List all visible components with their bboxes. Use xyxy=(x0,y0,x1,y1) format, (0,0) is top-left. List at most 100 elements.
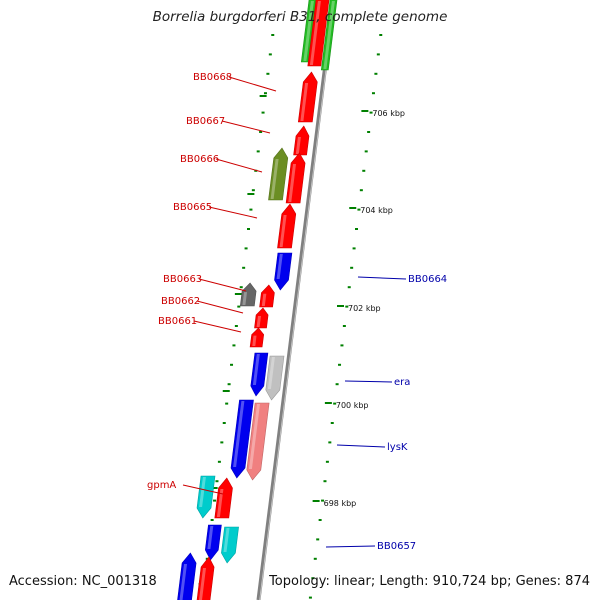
gene-arrow-red xyxy=(254,307,269,329)
minor-tick-right xyxy=(355,228,358,230)
minor-tick-right xyxy=(359,189,363,192)
minor-tick-right xyxy=(330,422,334,424)
gene-arrow-highlight xyxy=(279,215,287,247)
gene-arrow-red xyxy=(196,556,215,604)
minor-tick-left xyxy=(215,480,219,483)
minor-tick-left xyxy=(268,53,272,56)
scale-label: 706 kbp xyxy=(372,109,405,118)
gene-arrow-blue xyxy=(204,524,222,561)
gene-arrow-blue xyxy=(274,252,293,291)
minor-tick-left xyxy=(237,305,241,308)
minor-tick-left xyxy=(266,72,270,75)
minor-tick-left xyxy=(232,344,236,347)
gene-arrow-highlight xyxy=(216,489,224,517)
backbone-highlight xyxy=(259,0,336,601)
label-leaders xyxy=(182,76,407,548)
gene-arrow-highlight xyxy=(309,1,321,65)
gene-arrow-red xyxy=(259,284,275,308)
leader-line-reverse xyxy=(336,444,386,448)
minor-tick-right xyxy=(347,286,351,289)
gene-arrow-cyan xyxy=(196,475,216,519)
minor-tick-right xyxy=(345,305,349,308)
major-tick-left xyxy=(210,487,218,489)
minor-tick-right xyxy=(376,53,380,56)
minor-tick-right xyxy=(318,519,322,521)
major-tick-right xyxy=(349,207,357,209)
gene-arrow-highlight xyxy=(276,254,283,279)
leader-line-forward xyxy=(215,158,263,173)
gene-arrow-red xyxy=(285,152,306,204)
gene-label-reverse: BB0664 xyxy=(408,274,447,285)
leader-line-forward xyxy=(198,278,247,292)
gene-arrow-highlight xyxy=(252,354,260,385)
scale-label: 702 kbp xyxy=(348,304,381,313)
gene-label-forward: gpmA xyxy=(147,480,176,491)
gene-arrow-highlight xyxy=(303,1,314,61)
minor-tick-right xyxy=(374,72,378,75)
topology-label: Topology: linear; Length: 910,724 bp; Ge… xyxy=(269,574,590,589)
gene-arrow-highlight xyxy=(233,401,245,467)
gene-arrow-highlight xyxy=(256,316,261,327)
gene-label-forward: BB0667 xyxy=(186,116,225,127)
minor-tick-right xyxy=(342,325,346,327)
leader-line-forward xyxy=(228,76,277,92)
map-title: Borrelia burgdorferi B31, complete genom… xyxy=(152,9,448,25)
minor-tick-right xyxy=(340,344,344,347)
major-tick-right xyxy=(337,305,344,307)
major-tick-left xyxy=(234,293,242,295)
minor-tick-left xyxy=(239,286,243,289)
accession-label: Accession: NC_001318 xyxy=(9,574,157,589)
minor-tick-left xyxy=(244,247,248,250)
minor-tick-left xyxy=(256,150,260,153)
gene-arrow-highlight xyxy=(300,83,309,121)
major-tick-left xyxy=(247,193,255,195)
minor-tick-right xyxy=(325,460,329,463)
gene-arrow-red xyxy=(277,203,297,249)
gene-arrow-highlight xyxy=(242,292,247,305)
gene-arrow-highlight xyxy=(261,293,267,306)
minor-tick-left xyxy=(225,402,229,405)
scale-label: 700 kbp xyxy=(336,401,369,410)
minor-tick-left xyxy=(227,383,231,386)
minor-tick-left xyxy=(247,228,250,230)
minor-tick-right xyxy=(313,557,317,560)
gene-arrow-highlight xyxy=(295,137,301,154)
gene-arrow-red xyxy=(297,71,318,123)
gene-arrow-cyan xyxy=(221,526,239,564)
gene-label-reverse: era xyxy=(394,377,410,388)
gene-label-reverse: lysK xyxy=(387,442,408,453)
minor-tick-right xyxy=(371,92,375,95)
leader-line-forward xyxy=(221,120,271,134)
gene-arrow-light_gray xyxy=(265,355,285,401)
major-tick-left xyxy=(222,390,230,392)
minor-tick-left xyxy=(249,208,253,211)
major-tick-right xyxy=(361,110,369,112)
minor-tick-right xyxy=(311,577,315,580)
scale-label: 704 kbp xyxy=(360,206,393,215)
gene-arrow-highlight xyxy=(270,159,279,199)
gene-arrow-highlight xyxy=(223,528,230,552)
gene-arrow-highlight xyxy=(199,477,206,507)
gene-arrow-highlight xyxy=(267,357,275,389)
minor-tick-right xyxy=(321,499,325,502)
minor-tick-right xyxy=(323,480,327,483)
gene-arrow-blue xyxy=(176,552,197,604)
gene-label-forward: BB0668 xyxy=(193,72,232,83)
backbone xyxy=(256,0,336,601)
minor-tick-right xyxy=(338,363,342,366)
leader-line-forward xyxy=(196,300,244,314)
gene-arrow-highlight xyxy=(252,335,257,346)
minor-tick-right xyxy=(328,441,332,444)
gene-arrow-highlight xyxy=(179,564,187,604)
leader-line-reverse xyxy=(325,545,376,548)
gene-arrow-highlight xyxy=(248,404,260,469)
major-tick-right xyxy=(312,500,320,502)
gene-arrow-highlight xyxy=(207,526,214,549)
gene-arrow-highlight xyxy=(323,1,335,69)
minor-tick-left xyxy=(261,111,265,114)
gene-features xyxy=(176,0,338,604)
minor-tick-left xyxy=(271,34,275,36)
minor-tick-right xyxy=(308,596,312,599)
